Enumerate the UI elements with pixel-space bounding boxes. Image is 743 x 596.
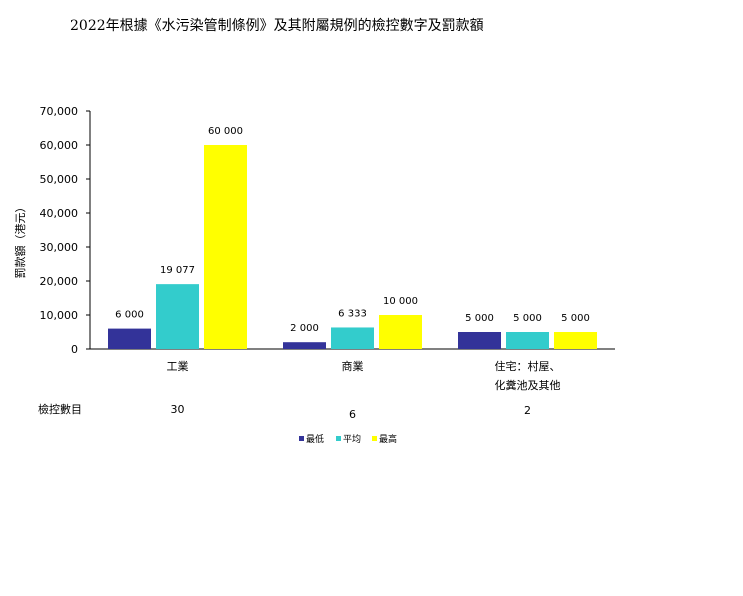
bar <box>204 145 247 349</box>
y-tick-label: 40,000 <box>40 207 79 220</box>
y-tick-label: 20,000 <box>40 275 79 288</box>
y-axis-label: 罰款額（港元） <box>13 202 27 279</box>
data-label: 6 333 <box>338 308 367 319</box>
data-labels: 6 000 19 077 60 000 2 000 6 333 10 000 5 000 5 … <box>115 126 590 334</box>
chart-title: 2022年根據《水污染管制條例》及其附屬規例的檢控數字及罰款額 <box>70 17 484 34</box>
prosecution-row: 檢控數目 30 6 2 <box>38 402 531 421</box>
bar <box>108 328 151 349</box>
legend-label: 最低 <box>306 433 324 445</box>
data-label: 5 000 <box>561 313 590 324</box>
legend-label: 最高 <box>379 433 397 445</box>
prosecution-count: 6 <box>349 408 356 421</box>
x-tick-label: 工業 <box>167 360 189 373</box>
bar <box>379 315 422 349</box>
prosecution-label: 檢控數目 <box>38 402 82 416</box>
data-label: 19 077 <box>160 265 195 276</box>
legend-swatch <box>336 436 341 441</box>
prosecution-count: 2 <box>524 404 531 417</box>
y-tick-label: 30,000 <box>40 241 79 254</box>
data-label: 10 000 <box>383 296 418 307</box>
bar <box>458 332 501 349</box>
y-tick-label: 70,000 <box>40 105 79 118</box>
category-labels: 工業 商業 住宅：村屋、化糞池及其他 <box>167 359 561 392</box>
data-label: 5 000 <box>513 313 542 324</box>
bar <box>331 327 374 349</box>
prosecution-count: 30 <box>171 403 185 416</box>
y-axis: 0 10,000 20,000 30,000 40,000 50,000 60,000 70,… <box>40 105 91 356</box>
bars <box>108 145 597 349</box>
y-tick-label: 10,000 <box>40 309 79 322</box>
data-label: 6 000 <box>115 310 144 321</box>
y-tick-label: 60,000 <box>40 139 79 152</box>
y-tick-label: 0 <box>71 343 78 356</box>
legend-label: 平均 <box>343 433 361 445</box>
bar <box>554 332 597 349</box>
x-tick-label: 住宅：村屋、 <box>495 359 561 373</box>
legend: 最低 平均 最高 <box>299 433 397 445</box>
data-label: 60 000 <box>208 126 243 137</box>
y-tick-label: 50,000 <box>40 173 79 186</box>
bar <box>156 284 199 349</box>
x-tick-label: 商業 <box>342 359 364 373</box>
data-label: 5 000 <box>465 313 494 324</box>
bar <box>506 332 549 349</box>
x-tick-label: 化糞池及其他 <box>495 378 561 392</box>
data-label: 2 000 <box>290 323 319 334</box>
legend-swatch <box>372 436 377 441</box>
legend-swatch <box>299 436 304 441</box>
bar <box>283 342 326 349</box>
